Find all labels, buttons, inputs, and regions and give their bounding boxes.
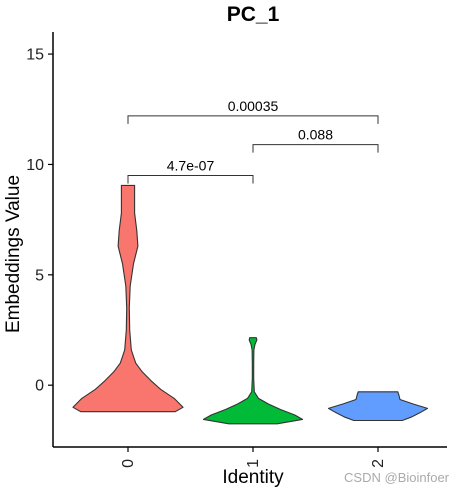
- bracket-1-2: [252, 144, 379, 153]
- x-tick-label-0: 0: [120, 459, 137, 468]
- violin-group: [72, 184, 429, 425]
- y-tick-label-5: 5: [35, 267, 44, 284]
- axes: 0 5 10 15 0 1 2: [26, 32, 447, 468]
- y-tick-label-10: 10: [26, 157, 44, 174]
- bracket-0-1: [127, 174, 254, 184]
- y-tick-label-0: 0: [35, 378, 44, 395]
- pvalue-label-0-2: 0.00035: [228, 98, 279, 114]
- comparison-brackets: 4.7e-07 0.088 0.00035: [127, 98, 379, 184]
- chart-title: PC_1: [227, 3, 280, 26]
- pvalue-label-1-2: 0.088: [298, 127, 333, 143]
- x-tick-label-2: 2: [370, 459, 387, 468]
- watermark: CSDN @Bioinfoer: [344, 470, 450, 485]
- y-axis-title: Embeddings Value: [3, 175, 24, 333]
- bracket-0-2: [127, 115, 379, 124]
- y-tick-label-15: 15: [26, 47, 44, 64]
- violin-2: [327, 391, 429, 422]
- pvalue-label-0-1: 4.7e-07: [167, 157, 215, 173]
- violin-1: [202, 337, 304, 425]
- violin-0: [72, 184, 184, 413]
- x-tick-label-1: 1: [245, 459, 262, 468]
- x-axis-title: Identity: [222, 467, 284, 488]
